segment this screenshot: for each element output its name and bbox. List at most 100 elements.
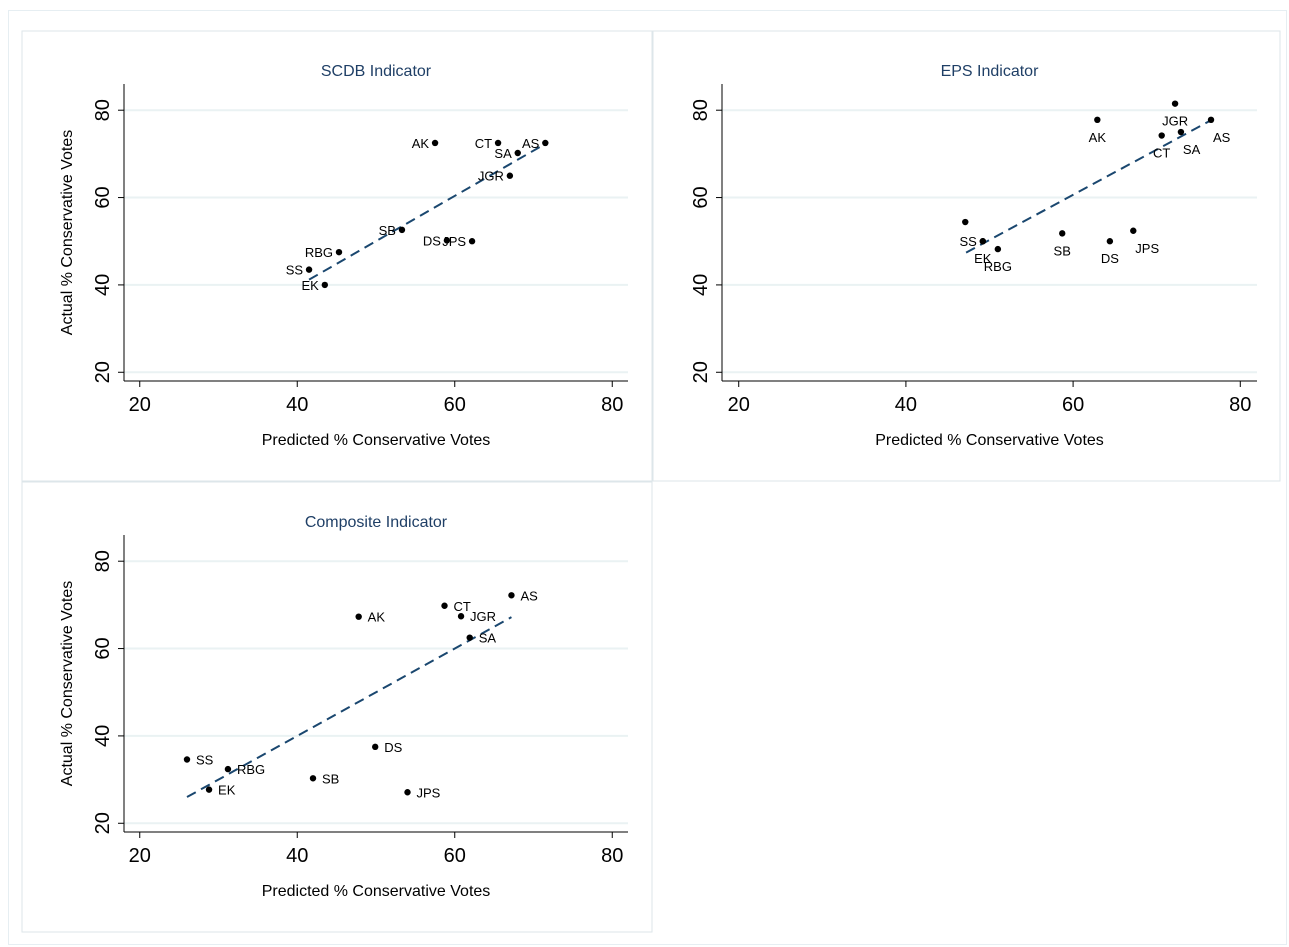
data-point	[1158, 132, 1165, 139]
x-tick-label: 60	[444, 394, 466, 416]
data-point	[542, 139, 549, 147]
data-point	[404, 789, 411, 796]
y-tick-label: 60	[92, 637, 114, 659]
point-label: RBG	[305, 245, 333, 260]
x-tick-label: 40	[286, 845, 308, 867]
point-label: RBG	[984, 259, 1012, 274]
y-tick-label: 40	[92, 274, 114, 296]
data-point	[224, 765, 232, 773]
y-tick-label: 80	[92, 99, 114, 121]
x-tick-label: 20	[728, 394, 750, 416]
data-point	[1130, 227, 1137, 234]
data-point	[431, 139, 439, 147]
point-label: SB	[379, 223, 396, 238]
point-label: SB	[322, 771, 339, 786]
panel-frame	[21, 30, 653, 482]
point-label: SA	[1183, 142, 1201, 157]
chart-panel-3: 20 40 60 80 20 40 60 80 Composite Indicator Predi…	[21, 481, 653, 933]
data-point	[1171, 100, 1179, 107]
x-tick-label: 80	[601, 845, 623, 867]
data-point	[962, 218, 969, 226]
point-label: EK	[974, 251, 992, 266]
data-point	[398, 226, 406, 234]
point-label: JGR	[1162, 114, 1188, 129]
y-tick-label: 20	[690, 361, 712, 383]
point-label: JGR	[478, 169, 504, 184]
point-label: AS	[1213, 130, 1231, 145]
data-point	[1207, 116, 1215, 124]
point-label: EK	[301, 278, 319, 293]
y-tick-label: 20	[92, 361, 114, 383]
x-tick-label: 80	[1229, 394, 1251, 416]
x-tick-label: 20	[129, 845, 151, 867]
chart-title: Composite Indicator	[305, 514, 448, 531]
point-label: SS	[959, 234, 977, 249]
chart-panel-1: 20 40 60 80 20 40 60 80 SCDB Indicator Predicted …	[21, 30, 653, 482]
x-axis-title: Predicted % Conservative Votes	[262, 883, 491, 900]
point-label: RBG	[237, 762, 265, 777]
point-label: CT	[475, 136, 492, 151]
data-point	[457, 613, 465, 620]
point-label: SB	[1054, 243, 1071, 258]
point-label: SS	[196, 752, 214, 767]
point-label: AK	[412, 136, 430, 151]
point-label: DS	[423, 233, 441, 248]
x-tick-label: 60	[1062, 394, 1084, 416]
data-point	[468, 238, 476, 245]
x-axis-title: Predicted % Conservative Votes	[262, 432, 491, 449]
data-point	[466, 634, 473, 641]
data-point	[355, 613, 362, 620]
data-point	[494, 139, 502, 147]
chart-panel-2: 20 40 60 80 20 40 60 80 EPS Indicator Predicted %…	[652, 30, 1281, 482]
y-tick-label: 80	[92, 550, 114, 572]
x-tick-label: 80	[601, 394, 623, 416]
data-point	[514, 149, 521, 157]
y-tick-label: 20	[92, 812, 114, 834]
figure-frame	[8, 10, 1287, 945]
point-label: AS	[522, 136, 540, 151]
point-label: DS	[384, 740, 402, 755]
point-label: SA	[479, 631, 497, 646]
y-tick-label: 60	[690, 186, 712, 208]
point-label: JPS	[1135, 241, 1159, 256]
panel-frame	[21, 481, 653, 933]
point-label: AS	[520, 588, 538, 603]
x-tick-label: 20	[129, 394, 151, 416]
point-label: CT	[1153, 146, 1170, 161]
data-point	[205, 786, 213, 793]
x-axis-title: Predicted % Conservative Votes	[875, 432, 1104, 449]
data-point	[506, 172, 514, 179]
point-label: SA	[494, 146, 512, 161]
fit-line	[965, 118, 1213, 254]
y-tick-label: 40	[92, 725, 114, 747]
y-tick-label: 80	[690, 99, 712, 121]
y-axis-title: Actual % Conservative Votes	[59, 130, 76, 335]
point-label: SS	[286, 263, 304, 278]
data-point	[1059, 230, 1066, 237]
point-label: JPS	[417, 785, 441, 800]
y-tick-label: 40	[690, 274, 712, 296]
data-point	[321, 281, 329, 289]
y-axis-title: Actual % Conservative Votes	[59, 581, 76, 786]
data-point	[1094, 116, 1101, 124]
point-label: DS	[1101, 251, 1119, 266]
point-label: CT	[454, 599, 471, 614]
fit-line	[186, 616, 512, 798]
point-label: AK	[368, 610, 386, 625]
data-point	[372, 743, 379, 751]
x-tick-label: 60	[444, 845, 466, 867]
x-tick-label: 40	[286, 394, 308, 416]
fit-line	[308, 142, 546, 281]
point-label: EK	[218, 783, 236, 798]
data-point	[1106, 238, 1114, 245]
data-point	[994, 245, 1002, 253]
point-label: JPS	[442, 234, 466, 249]
data-point	[335, 248, 343, 256]
chart-title: SCDB Indicator	[321, 63, 432, 80]
data-point	[508, 592, 515, 599]
x-tick-label: 40	[895, 394, 917, 416]
data-point	[1177, 128, 1185, 136]
data-point	[183, 756, 191, 763]
data-point	[309, 775, 317, 782]
